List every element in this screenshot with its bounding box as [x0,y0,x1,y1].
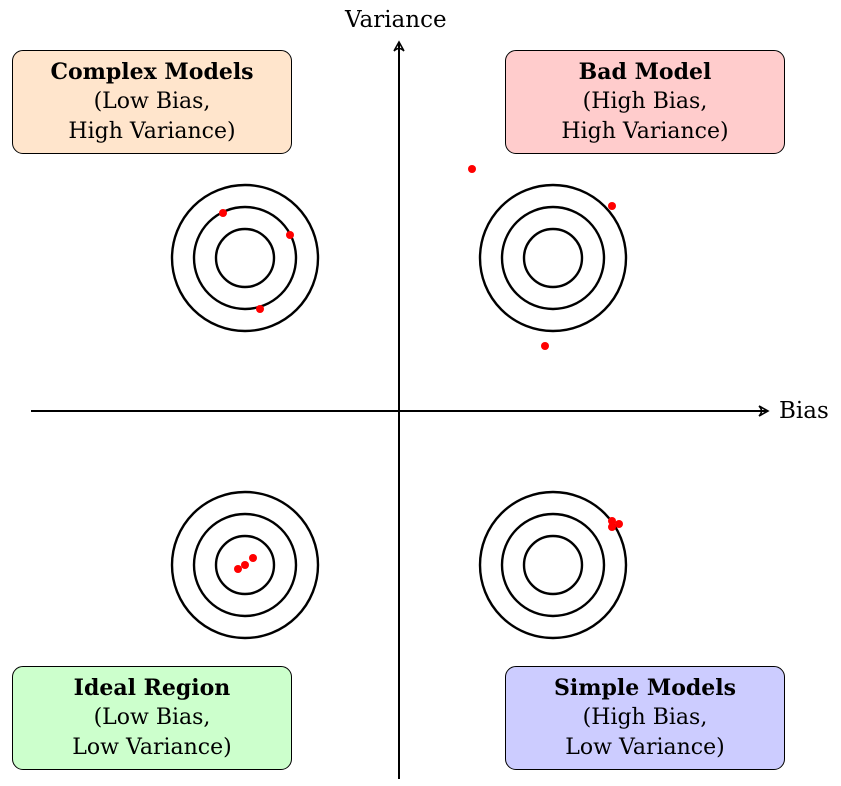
target-inner-ring [214,227,276,289]
shot-dot [249,554,257,562]
complex-models-variance: High Variance) [68,119,236,144]
shot-dot [241,561,249,569]
complex-models-bias: (Low Bias, [93,89,211,114]
target-inner-ring [214,534,276,596]
target-ideal-region [170,490,320,640]
target-middle-ring [192,205,298,311]
complex-models-box: Complex Models (Low Bias, High Variance) [12,50,292,154]
target-middle-ring [500,512,606,618]
ideal-region-box: Ideal Region (Low Bias, Low Variance) [12,666,292,770]
variance-axis-label: Variance [345,7,447,33]
bad-model-variance: High Variance) [561,119,729,144]
ideal-region-variance: Low Variance) [72,735,232,760]
shot-dot [608,523,616,531]
shot-dot [615,520,623,528]
shot-dot [286,231,294,239]
shot-dot [219,209,227,217]
bad-model-title: Bad Model [578,59,712,85]
simple-models-title: Simple Models [553,675,737,701]
target-complex-models [170,183,320,333]
target-inner-ring [522,534,584,596]
shot-dot [608,517,616,525]
simple-models-bias: (High Bias, [582,705,708,730]
bad-model-box: Bad Model (High Bias, High Variance) [505,50,785,154]
bias-axis-label: Bias [779,398,829,424]
complex-models-title: Complex Models [50,59,254,85]
ideal-region-bias: (Low Bias, [93,705,211,730]
shot-dot [234,565,242,573]
ideal-region-title: Ideal Region [73,675,231,701]
target-outer-ring [478,490,628,640]
target-outer-ring [170,183,320,333]
simple-models-variance: Low Variance) [565,735,725,760]
target-outer-ring [478,183,628,333]
target-outer-ring [170,490,320,640]
target-bad-model [468,165,628,350]
shot-dot [541,342,549,350]
target-middle-ring [192,512,298,618]
target-middle-ring [500,205,606,311]
shot-dot [468,165,476,173]
shot-dot [256,305,264,313]
shot-dot [608,202,616,210]
bad-model-bias: (High Bias, [582,89,708,114]
target-inner-ring [522,227,584,289]
simple-models-box: Simple Models (High Bias, Low Variance) [505,666,785,770]
target-simple-models [478,490,628,640]
